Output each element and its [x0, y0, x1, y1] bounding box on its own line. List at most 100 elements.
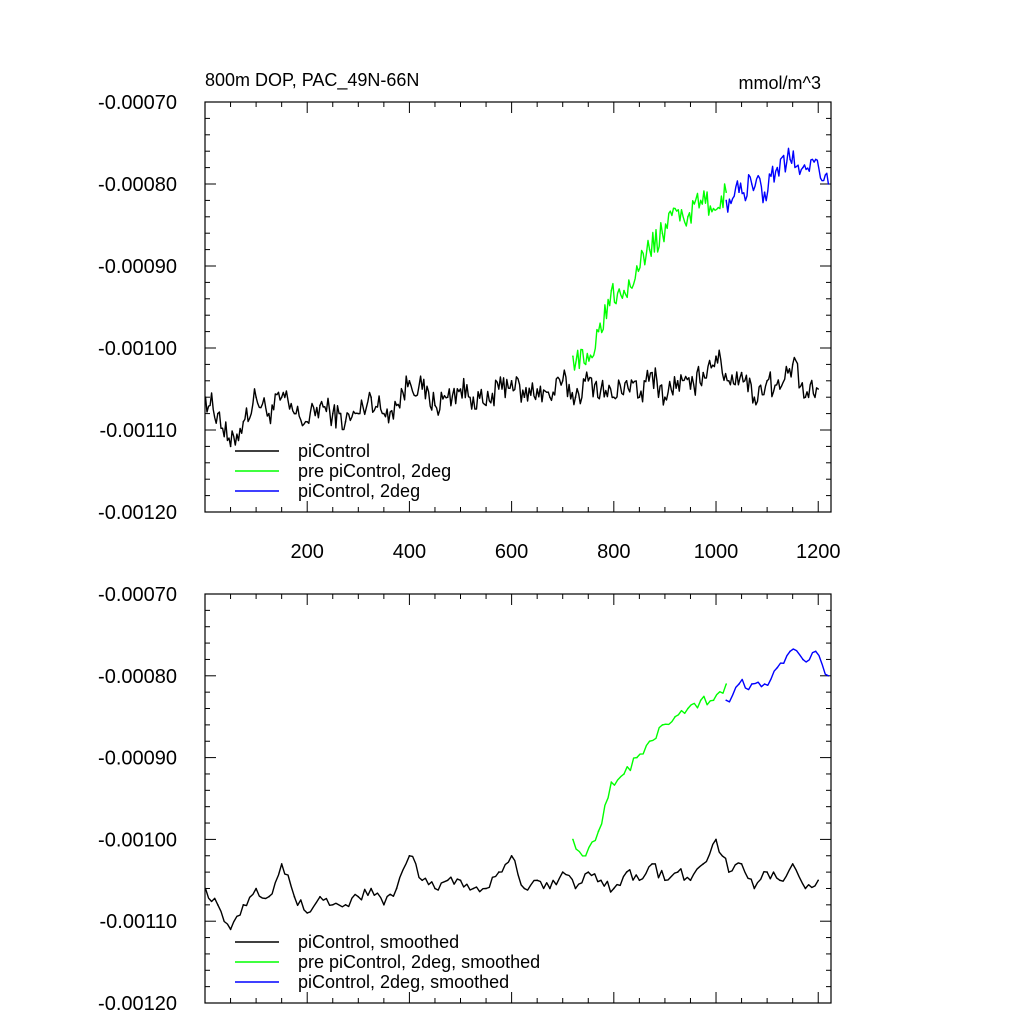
data-point	[510, 380, 513, 382]
y-tick-label: -0.00080	[98, 666, 177, 688]
data-point	[446, 879, 449, 882]
data-point	[217, 412, 219, 415]
data-point	[421, 388, 424, 390]
data-point	[344, 904, 347, 906]
data-point	[699, 199, 702, 202]
data-point	[408, 855, 411, 857]
data-point	[687, 216, 689, 218]
data-point	[804, 887, 807, 890]
data-point	[561, 380, 564, 382]
units-label: mmol/m^3	[739, 73, 821, 93]
data-point	[661, 232, 664, 234]
data-point	[613, 396, 615, 399]
data-point	[255, 396, 257, 399]
data-point	[498, 871, 500, 873]
data-point	[827, 183, 830, 185]
legend-label: pre piControl, 2deg	[298, 461, 451, 481]
data-point	[753, 887, 756, 890]
data-point	[814, 158, 817, 161]
data-point	[549, 887, 551, 890]
x-tick-label: 200	[291, 541, 324, 563]
legend-label: piControl, 2deg, smoothed	[298, 972, 509, 992]
data-point	[738, 683, 740, 685]
data-point	[306, 421, 309, 423]
data-point	[293, 412, 296, 415]
y-tick-label: -0.00090	[98, 748, 177, 770]
data-point	[664, 396, 666, 399]
data-point	[664, 879, 666, 882]
plot-frame	[204, 101, 832, 513]
data-point	[699, 699, 702, 702]
data-point	[574, 887, 577, 890]
data-point	[636, 756, 638, 759]
y-tick-label: -0.00110	[100, 911, 177, 933]
data-point	[395, 887, 398, 890]
y-tick-label: -0.00120	[98, 502, 177, 524]
chart-panel-1: -0.00070 -0.00080 -0.00090 -0.00100 -0.00110…	[98, 70, 840, 563]
data-point	[574, 396, 577, 399]
data-point	[446, 396, 449, 399]
data-point	[408, 380, 411, 382]
data-point	[817, 388, 819, 390]
data-point	[636, 265, 638, 267]
y-tick-label: -0.00120	[98, 993, 177, 1015]
data-point	[229, 445, 232, 448]
data-point	[674, 207, 676, 210]
data-point	[802, 166, 804, 169]
data-point	[217, 904, 219, 906]
legend-label: pre piControl, 2deg, smoothed	[298, 952, 540, 972]
y-tick-label: -0.00070	[98, 92, 177, 114]
data-point	[638, 396, 641, 399]
data-point	[572, 838, 574, 841]
data-point	[687, 707, 689, 710]
data-point	[485, 404, 487, 407]
data-point	[306, 912, 309, 914]
data-point	[766, 380, 768, 382]
data-point	[789, 650, 791, 653]
data-point	[740, 371, 743, 374]
data-point	[827, 675, 830, 677]
data-point	[725, 683, 727, 685]
data-point	[725, 699, 727, 702]
data-point	[510, 855, 513, 857]
data-point	[357, 895, 360, 898]
data-point	[804, 396, 807, 399]
data-point	[610, 781, 613, 783]
data-point	[472, 396, 475, 399]
y-tick-label: -0.00090	[98, 256, 177, 278]
data-point	[791, 363, 794, 366]
data-point	[280, 863, 283, 865]
plot-frame	[204, 593, 832, 1004]
data-point	[817, 879, 819, 882]
x-tick-label: 400	[393, 541, 426, 563]
data-point	[459, 879, 462, 882]
data-point	[715, 838, 717, 841]
data-point	[204, 887, 207, 890]
data-point	[776, 166, 779, 169]
data-point	[536, 388, 538, 390]
data-point	[648, 740, 651, 742]
x-tick-label: 1200	[796, 541, 841, 563]
data-point	[561, 871, 564, 873]
data-point	[536, 879, 538, 882]
data-point	[523, 887, 526, 890]
data-point	[395, 404, 398, 407]
data-point	[434, 887, 436, 890]
data-point	[791, 863, 794, 865]
data-point	[587, 380, 590, 382]
data-point	[280, 396, 283, 399]
data-point	[293, 895, 296, 898]
data-point	[814, 650, 817, 653]
data-point	[332, 412, 334, 415]
data-point	[625, 380, 628, 382]
chart-panel-2: -0.00070 -0.00080 -0.00090 -0.00100 -0.00110…	[98, 584, 832, 1015]
data-point	[584, 855, 587, 857]
legend-label: piControl	[298, 441, 370, 461]
data-point	[648, 248, 651, 251]
data-point	[776, 666, 779, 669]
data-point	[610, 289, 613, 292]
data-point	[204, 396, 207, 399]
data-point	[572, 355, 574, 358]
legend-label: piControl, 2deg	[298, 481, 420, 501]
